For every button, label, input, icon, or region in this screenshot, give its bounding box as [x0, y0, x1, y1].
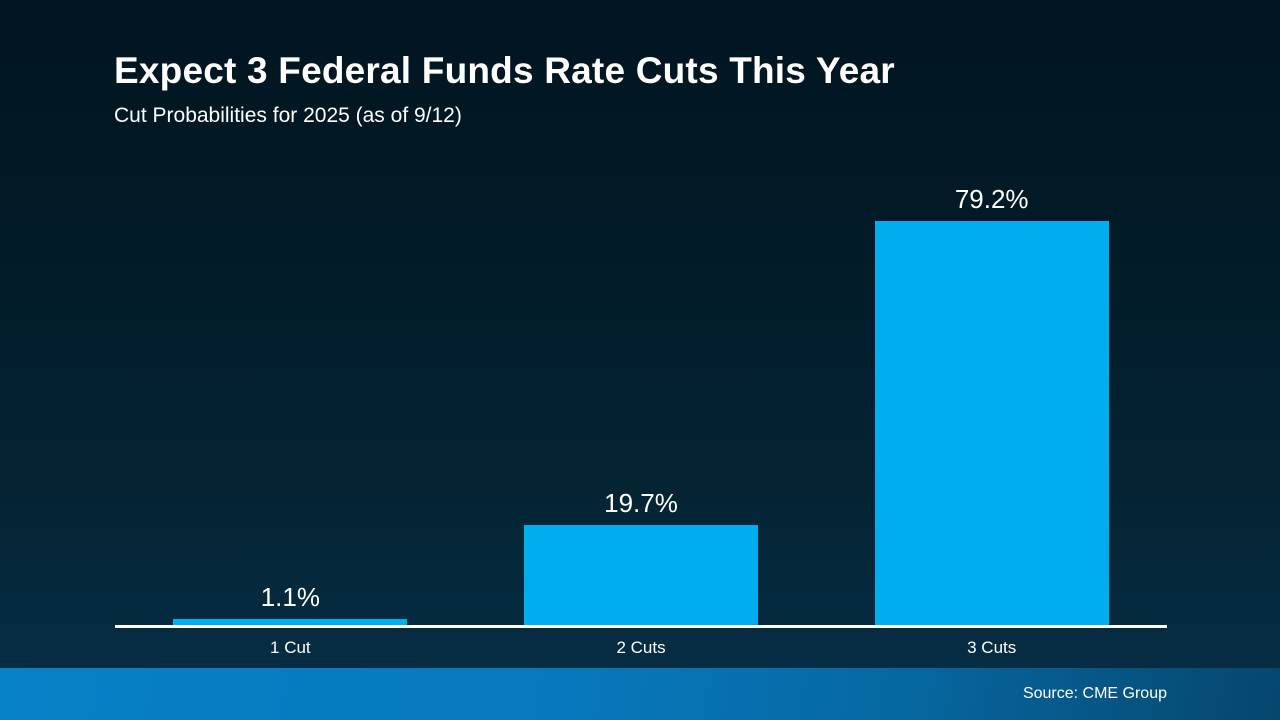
- bar: [874, 221, 1109, 625]
- bar: [524, 524, 758, 625]
- bar-group: 79.2%: [816, 184, 1167, 625]
- bar-value-label: 79.2%: [954, 184, 1029, 215]
- bar: [173, 619, 408, 625]
- bar-value-label: 1.1%: [260, 582, 320, 613]
- category-label: 3 Cuts: [967, 638, 1017, 657]
- plot-area: 1.1% 19.7% 79.2%: [115, 184, 1167, 625]
- category-label: 1 Cut: [270, 638, 311, 657]
- bar-group: 1.1%: [115, 582, 466, 625]
- x-axis-line: [115, 625, 1167, 628]
- category-axis: 1 Cut 2 Cuts 3 Cuts: [115, 638, 1167, 658]
- chart-subtitle: Cut Probabilities for 2025 (as of 9/12): [114, 104, 462, 127]
- bar-group: 19.7%: [466, 487, 817, 625]
- bar-value-label: 19.7%: [604, 487, 678, 518]
- source-credit: Source: CME Group: [1022, 685, 1167, 702]
- chart-title: Expect 3 Federal Funds Rate Cuts This Ye…: [114, 50, 895, 91]
- category-label: 2 Cuts: [616, 638, 666, 657]
- footer-bar: Source: CME Group: [0, 668, 1280, 720]
- bar-chart: 1.1% 19.7% 79.2% 1 Cut 2 Cuts 3 Cuts: [115, 0, 1167, 720]
